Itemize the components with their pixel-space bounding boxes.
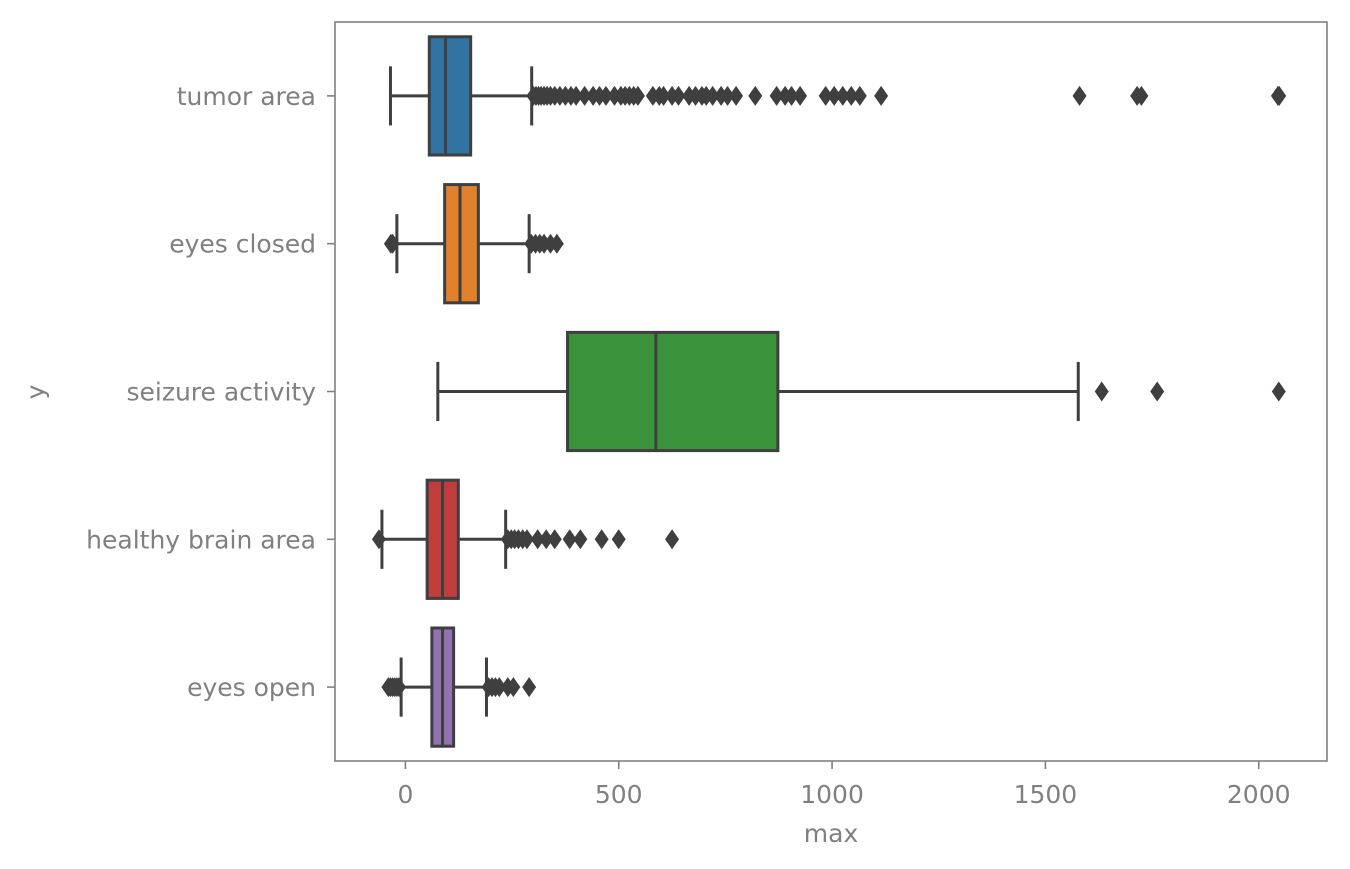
x-tick-label: 500	[595, 780, 643, 809]
outlier-point	[539, 529, 554, 550]
y-tick-label: eyes closed	[169, 230, 316, 259]
outlier-point	[577, 85, 592, 106]
outlier-point	[562, 529, 577, 550]
x-tick-label: 2000	[1227, 780, 1291, 809]
box-group	[436, 330, 1286, 453]
outlier-point	[506, 677, 521, 698]
box-group	[381, 626, 537, 748]
outlier-point	[769, 85, 784, 106]
axes: tumor area eyes closed seizure activity hea…	[86, 82, 1290, 809]
x-tick-label: 1500	[1014, 780, 1078, 809]
box-group	[371, 478, 680, 600]
y-tick-label: seizure activity	[126, 378, 316, 407]
outlier-point	[522, 677, 537, 698]
outlier-point	[520, 529, 534, 550]
x-axis-title: max	[804, 819, 858, 848]
outlier-point	[656, 85, 671, 106]
outlier-point	[611, 529, 626, 550]
outlier-point	[1094, 381, 1109, 402]
outlier-point	[1150, 381, 1165, 402]
plot-frame	[334, 21, 1328, 762]
outlier-point	[720, 85, 735, 106]
outlier-point	[492, 677, 507, 698]
outlier-point	[827, 85, 842, 106]
outlier-point	[665, 529, 680, 550]
outlier-point	[748, 85, 763, 106]
iqr-box	[566, 330, 780, 453]
outlier-point	[793, 85, 808, 106]
outlier-point	[1134, 85, 1149, 106]
outlier-point	[549, 233, 564, 254]
outlier-point	[729, 85, 744, 106]
outlier-point	[1272, 85, 1287, 106]
y-tick-label: healthy brain area	[86, 525, 316, 554]
outlier-point	[392, 677, 406, 698]
x-tick-label: 1000	[800, 780, 864, 809]
outlier-point	[1072, 85, 1087, 106]
iqr-box	[427, 35, 473, 157]
outlier-point	[569, 85, 584, 106]
plot-area	[371, 35, 1287, 748]
y-tick-label: tumor area	[177, 82, 316, 111]
outlier-point	[594, 529, 609, 550]
outlier-point	[874, 85, 889, 106]
y-tick-label: eyes open	[187, 673, 316, 702]
y-axis-title: y	[21, 384, 50, 399]
outlier-point	[844, 85, 859, 106]
outlier-point	[598, 85, 613, 106]
outlier-point	[671, 85, 686, 106]
outlier-point	[530, 529, 545, 550]
box-group	[383, 183, 564, 305]
outlier-point	[835, 85, 850, 106]
outlier-point	[573, 529, 588, 550]
outlier-point	[371, 529, 386, 550]
outlier-point	[1271, 381, 1286, 402]
outlier-point	[705, 85, 720, 106]
outlier-point	[385, 233, 400, 254]
box-group	[388, 35, 1287, 157]
outlier-point	[547, 529, 562, 550]
outlier-point	[818, 85, 833, 106]
outlier-point	[784, 85, 799, 106]
outlier-point	[630, 85, 645, 106]
outlier-point	[852, 85, 867, 106]
x-tick-label: 0	[397, 780, 413, 809]
